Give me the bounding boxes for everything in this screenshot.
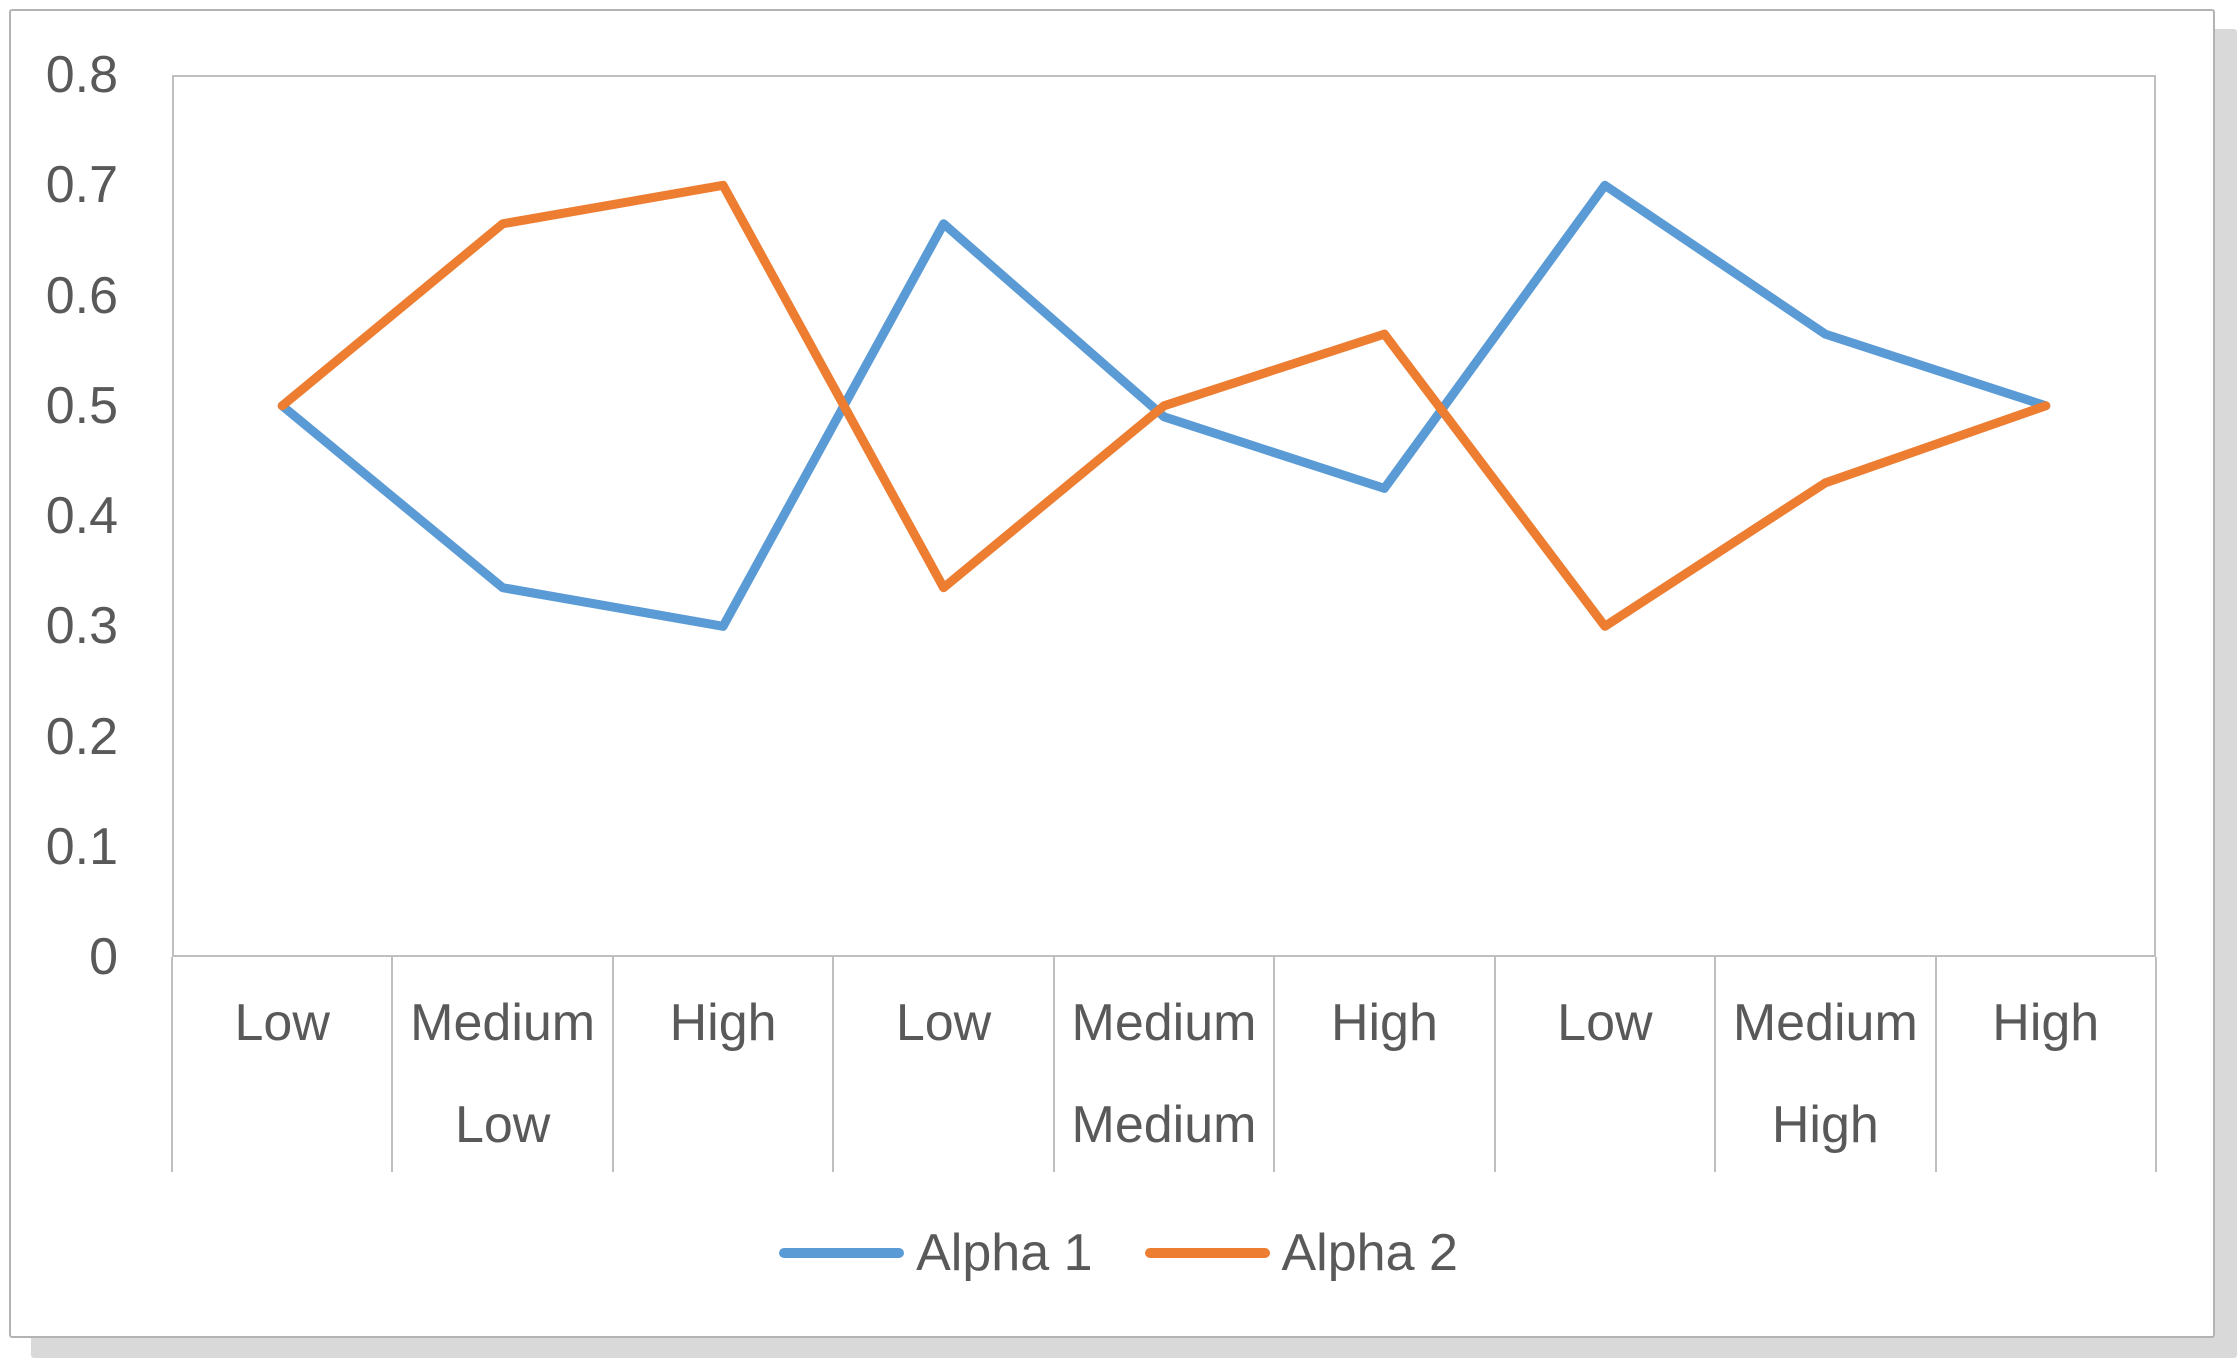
series-line-alpha-1[interactable] (277, 180, 2051, 631)
y-tick-label: 0 (89, 928, 118, 986)
y-tick-label: 0.2 (45, 707, 118, 766)
y-tick-label: 0.8 (45, 46, 118, 104)
x-tick-label-level1: Low (895, 994, 992, 1052)
x-axis-separator (391, 957, 394, 1172)
x-axis-separator (832, 957, 835, 1172)
x-tick-label-level2: Medium (1071, 1095, 1257, 1154)
y-tick-label: 0.1 (45, 817, 118, 876)
x-tick-label-level1: Medium (410, 994, 596, 1052)
x-axis-separator (1934, 957, 1937, 1172)
legend: Alpha 1 Alpha 2 (0, 1210, 2237, 1296)
y-tick-label: 0.7 (45, 156, 118, 215)
x-tick-label-level2: High (1771, 1095, 1879, 1154)
x-tick-label-level1: High (1992, 994, 2100, 1052)
legend-label-alpha-2: Alpha 2 (1281, 1224, 1458, 1282)
x-axis-separator (1052, 957, 1055, 1172)
y-tick-label: 0.4 (45, 487, 118, 545)
legend-swatch-alpha-2-icon (1144, 1248, 1270, 1258)
x-tick-label-level1: Medium (1071, 994, 1257, 1052)
y-tick-label: 0.6 (45, 266, 118, 325)
x-tick-label-level1: Medium (1732, 994, 1918, 1052)
x-tick-label-level1: Low (234, 994, 330, 1052)
legend-item-alpha-1[interactable]: Alpha 1 (779, 1224, 1093, 1282)
x-axis-separator (1714, 957, 1717, 1172)
x-tick-label-level1: High (669, 994, 777, 1052)
x-axis-separator (611, 957, 614, 1172)
x-tick-label-level2: Low (454, 1095, 551, 1154)
x-tick-label-level1: Low (1557, 994, 1653, 1052)
x-axis-separator (171, 957, 173, 1172)
x-axis-separator (1493, 957, 1496, 1172)
x-axis-separator (1273, 957, 1276, 1172)
legend-label-alpha-1: Alpha 1 (916, 1224, 1093, 1282)
y-tick-label: 0.5 (45, 376, 118, 435)
y-tick-label: 0.3 (45, 597, 118, 656)
legend-item-alpha-2[interactable]: Alpha 2 (1144, 1224, 1458, 1282)
legend-swatch-alpha-1-icon (779, 1248, 905, 1258)
series-line-alpha-2[interactable] (277, 180, 2051, 631)
x-tick-label-level1: High (1330, 994, 1438, 1052)
x-axis-separator (2155, 957, 2157, 1172)
